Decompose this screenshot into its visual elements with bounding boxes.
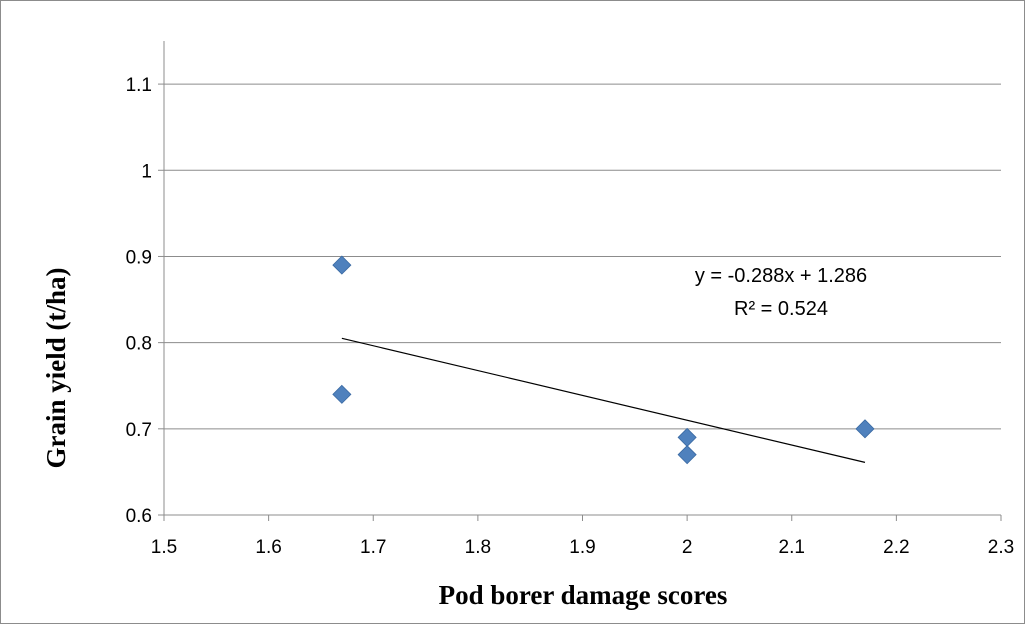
x-tick-label: 1.6 <box>255 537 281 558</box>
trendline-r-squared: R² = 0.524 <box>734 298 828 320</box>
data-points <box>332 255 875 465</box>
data-point <box>332 255 352 275</box>
x-tick-label: 1.9 <box>569 537 595 558</box>
y-tick-label: 1 <box>141 161 152 182</box>
trendline-group <box>341 337 866 463</box>
y-tick-label: 0.6 <box>126 506 152 527</box>
tick-labels: 0.6 0.7 0.8 0.9 1 1.1 1.5 1.6 1.7 1.8 1.9 2 2.1 2.2 2.… <box>126 75 1015 558</box>
trendline <box>341 337 866 463</box>
x-tick-label: 2.1 <box>779 537 805 558</box>
y-tick-label: 0.9 <box>126 247 152 268</box>
y-axis-title: Grain yield (t/ha) <box>41 268 71 469</box>
y-tick-label: 1.1 <box>126 75 152 96</box>
x-tick-label: 2 <box>682 537 693 558</box>
data-point <box>677 445 697 465</box>
x-tick-label: 1.5 <box>151 537 177 558</box>
x-axis-title: Pod borer damage scores <box>439 580 728 610</box>
axes <box>158 41 1002 521</box>
x-tick-label: 2.3 <box>988 537 1014 558</box>
trendline-equation: y = -0.288x + 1.286 <box>695 265 867 287</box>
data-point <box>332 384 352 404</box>
data-point <box>855 419 875 439</box>
x-tick-label: 1.7 <box>360 537 386 558</box>
y-tick-label: 0.8 <box>126 334 152 355</box>
gridlines <box>164 83 1001 430</box>
y-tick-label: 0.7 <box>126 420 152 441</box>
data-point <box>677 427 697 448</box>
x-tick-label: 1.8 <box>465 537 491 558</box>
x-tick-label: 2.2 <box>883 537 909 558</box>
